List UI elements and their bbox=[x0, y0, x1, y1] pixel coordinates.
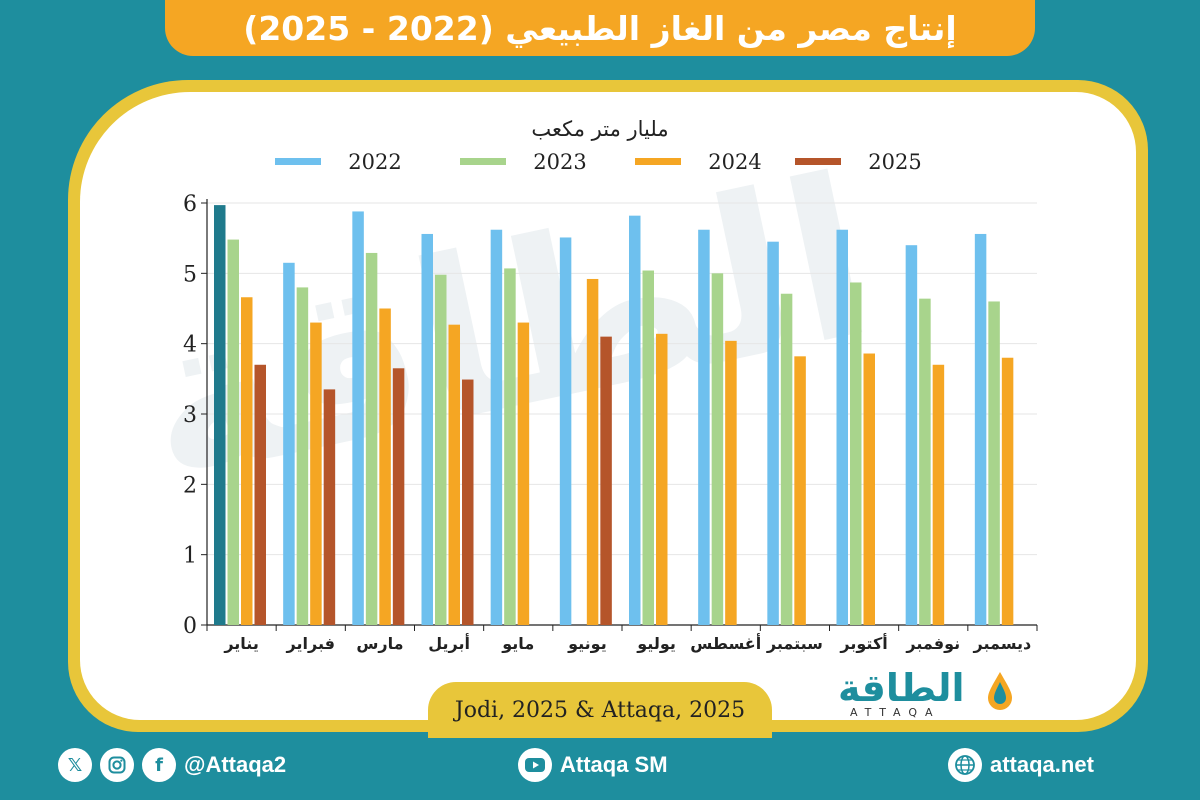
legend-swatch-2025 bbox=[795, 158, 841, 165]
bar-2022-6 bbox=[559, 237, 572, 626]
bar-2024-3 bbox=[379, 308, 391, 625]
bar-2024-12 bbox=[1001, 357, 1014, 625]
bar-2024-2 bbox=[310, 322, 322, 625]
bar-2024-4 bbox=[448, 324, 460, 625]
youtube-icon[interactable] bbox=[518, 748, 552, 782]
y-tick-label: 0 bbox=[183, 614, 197, 639]
footer: 𝕏 f @Attaqa2 Attaqa SM attaqa.net bbox=[0, 740, 1200, 800]
bar-2025-1 bbox=[254, 364, 266, 625]
bar-2023-4 bbox=[435, 274, 447, 625]
attaqa-logo: الطاقة ATTAQA bbox=[838, 666, 1018, 722]
y-tick-label: 6 bbox=[183, 192, 197, 217]
bar-2024-9 bbox=[794, 356, 806, 625]
facebook-icon[interactable]: f bbox=[142, 748, 176, 782]
bar-2022-7 bbox=[629, 215, 641, 625]
bar-2022-5 bbox=[490, 229, 503, 625]
bar-2023-12 bbox=[988, 301, 1000, 625]
bar-2022-1 bbox=[214, 205, 226, 626]
x-icon[interactable]: 𝕏 bbox=[58, 748, 92, 782]
social-links: 𝕏 f @Attaqa2 bbox=[58, 748, 286, 782]
y-tick-label: 4 bbox=[183, 333, 197, 358]
legend-swatch-2022 bbox=[275, 158, 321, 165]
bar-2023-8 bbox=[711, 273, 724, 625]
y-tick-label: 5 bbox=[183, 262, 197, 287]
bar-2025-4 bbox=[462, 379, 474, 625]
x-tick-label: أبريل bbox=[428, 633, 470, 653]
legend-label-2022: 2022 bbox=[348, 150, 401, 174]
bar-2024-8 bbox=[725, 340, 737, 625]
bar-2022-12 bbox=[974, 233, 987, 626]
bar-2023-1 bbox=[227, 239, 239, 625]
bar-2023-9 bbox=[780, 293, 793, 625]
bar-2024-7 bbox=[656, 333, 668, 625]
chart-title: مليار متر مكعب bbox=[531, 117, 668, 141]
social-handle[interactable]: @Attaqa2 bbox=[184, 752, 287, 777]
legend-swatch-2023 bbox=[460, 158, 506, 165]
x-tick-label: مايو bbox=[501, 634, 534, 653]
bar-chart: مليار متر مكعب 2022 2023 2024 2025 0 1 2 3 4 5 6 ينا… bbox=[183, 117, 1038, 653]
bar-2024-1 bbox=[241, 297, 253, 625]
title-banner: إنتاج مصر من الغاز الطبيعي (2022 - 2025) bbox=[165, 0, 1035, 56]
legend-swatch-2024 bbox=[635, 158, 681, 165]
website-link[interactable]: attaqa.net bbox=[948, 748, 1094, 782]
youtube-link[interactable]: Attaqa SM bbox=[518, 748, 668, 782]
bar-2022-8 bbox=[698, 229, 710, 625]
bar-2022-2 bbox=[283, 262, 295, 625]
youtube-channel[interactable]: Attaqa SM bbox=[560, 752, 668, 777]
x-tick-label: ديسمبر bbox=[973, 634, 1032, 653]
x-tick-label: سبتمبر bbox=[766, 634, 823, 653]
chart-card: الطاقة مليار متر مكعب 2022 2023 2024 2025 0 1 2… bbox=[80, 92, 1136, 720]
page-title: إنتاج مصر من الغاز الطبيعي (2022 - 2025) bbox=[243, 8, 957, 48]
x-tick-label: مارس bbox=[356, 634, 403, 653]
drop-icon bbox=[988, 672, 1012, 710]
x-tick-label: أغسطس bbox=[690, 633, 761, 653]
bar-2024-10 bbox=[863, 353, 875, 625]
source-badge: Jodi, 2025 & Attaqa, 2025 bbox=[428, 682, 772, 738]
x-tick-label: نوفمبر bbox=[905, 634, 960, 653]
source-text: Jodi, 2025 & Attaqa, 2025 bbox=[454, 697, 746, 723]
bar-2022-4 bbox=[421, 233, 433, 626]
x-tick-label: فبراير bbox=[286, 634, 335, 653]
legend-label-2024: 2024 bbox=[708, 150, 761, 174]
x-tick-label: يناير bbox=[223, 634, 259, 653]
bar-2024-6 bbox=[586, 278, 599, 625]
legend-label-2025: 2025 bbox=[868, 150, 921, 174]
bar-2025-6 bbox=[600, 336, 612, 625]
instagram-icon[interactable] bbox=[100, 748, 134, 782]
bar-2022-10 bbox=[836, 229, 848, 625]
bar-2023-11 bbox=[919, 298, 931, 625]
x-tick-label: أكتوبر bbox=[839, 633, 887, 653]
website-url[interactable]: attaqa.net bbox=[990, 752, 1094, 777]
x-tick-label: يونيو bbox=[567, 634, 607, 653]
bar-2024-5 bbox=[517, 322, 530, 625]
bar-2023-10 bbox=[850, 282, 862, 625]
x-tick-label: يوليو bbox=[636, 634, 676, 653]
bar-2022-3 bbox=[352, 211, 364, 625]
legend-label-2023: 2023 bbox=[533, 150, 586, 174]
bar-2025-2 bbox=[323, 389, 336, 625]
y-tick-label: 1 bbox=[183, 544, 197, 569]
logo-arabic: الطاقة bbox=[838, 666, 965, 710]
bar-2023-7 bbox=[642, 270, 654, 625]
bar-2025-3 bbox=[392, 368, 405, 625]
bar-2023-3 bbox=[365, 252, 378, 626]
bar-2023-2 bbox=[296, 287, 309, 625]
bar-2024-11 bbox=[932, 364, 945, 625]
logo-english: ATTAQA bbox=[850, 706, 941, 719]
bar-2023-5 bbox=[504, 268, 516, 625]
bar-2022-11 bbox=[905, 245, 918, 625]
globe-icon[interactable] bbox=[948, 748, 982, 782]
bar-2022-9 bbox=[767, 241, 779, 625]
y-tick-label: 2 bbox=[183, 473, 197, 498]
y-tick-label: 3 bbox=[183, 403, 197, 428]
